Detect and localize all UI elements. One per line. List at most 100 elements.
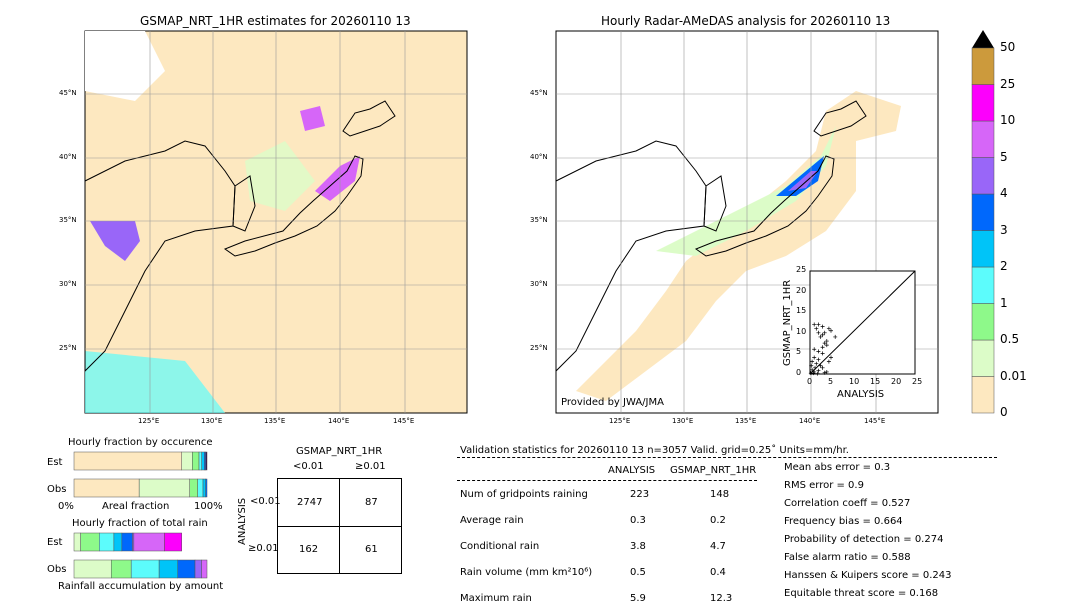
rain-obs-label: Obs bbox=[47, 564, 67, 575]
score-line: Probability of detection = 0.274 bbox=[784, 534, 944, 545]
scatter-point bbox=[822, 370, 827, 375]
scatter-xlabel: ANALYSIS bbox=[837, 389, 885, 400]
rain-bars bbox=[73, 532, 208, 579]
scatter-ylabel: GSMAP_NRT_1HR bbox=[782, 279, 793, 366]
scatter-ytick: 20 bbox=[796, 285, 807, 295]
colorbar-label: 5 bbox=[1000, 149, 1008, 164]
bar-segment-obs bbox=[138, 478, 190, 498]
scatter-point bbox=[814, 361, 819, 366]
rain-region bbox=[85, 351, 225, 413]
score-line: Mean abs error = 0.3 bbox=[784, 462, 891, 473]
bar-segment-est bbox=[73, 532, 81, 552]
score-line: Hanssen & Kuipers score = 0.243 bbox=[784, 570, 952, 581]
rain-title: Hourly fraction of total rain bbox=[72, 518, 208, 529]
bar-segment-est bbox=[133, 532, 165, 552]
scatter-xtick: 25 bbox=[912, 377, 923, 386]
colorbar-segment bbox=[971, 303, 995, 341]
no-data-region bbox=[85, 31, 165, 101]
map-radar bbox=[555, 30, 939, 414]
score-line: Frequency bias = 0.664 bbox=[784, 516, 903, 527]
scatter-ytick: 10 bbox=[796, 326, 807, 336]
stats-header: Validation statistics for 20260110 13 n=… bbox=[460, 445, 849, 456]
map-xtick: 125°E bbox=[609, 417, 631, 425]
occ-xlabel: Areal fraction bbox=[102, 501, 170, 512]
stats-analysis-value: 0.5 bbox=[630, 567, 646, 578]
coastline bbox=[703, 175, 727, 232]
stats-row-label: Rain volume (mm km²10⁶) bbox=[460, 567, 593, 578]
bar-segment-obs bbox=[110, 559, 132, 579]
contingency-row1: <0.01 bbox=[250, 496, 281, 507]
stats-analysis-value: 5.9 bbox=[630, 593, 646, 604]
cell-d: 61 bbox=[365, 544, 378, 555]
bar-segment-est bbox=[99, 532, 115, 552]
colorbar-segment bbox=[971, 193, 995, 231]
scatter-point bbox=[833, 334, 838, 339]
map-ytick: 45°N bbox=[530, 89, 548, 97]
scatter-point bbox=[826, 326, 831, 331]
bar-segment-obs bbox=[201, 559, 208, 579]
scatter-point bbox=[814, 326, 819, 331]
bar-segment-obs bbox=[130, 559, 160, 579]
contingency-row2: ≥0.01 bbox=[248, 543, 279, 554]
colorbar-extend-arrow bbox=[972, 30, 994, 48]
bar-segment-est bbox=[121, 532, 133, 552]
colorbar-label: 50 bbox=[1000, 40, 1016, 54]
scatter-point bbox=[818, 363, 823, 368]
stats-row-label: Average rain bbox=[460, 515, 524, 526]
cell-a: 2747 bbox=[297, 497, 323, 508]
colorbar-segment bbox=[971, 157, 995, 195]
scatter-point bbox=[824, 339, 829, 344]
scatter-xtick: 10 bbox=[849, 377, 860, 386]
scatter-point bbox=[816, 322, 821, 327]
scatter-point bbox=[812, 347, 817, 352]
stats-analysis-value: 0.3 bbox=[630, 515, 646, 526]
cell-b: 87 bbox=[365, 497, 378, 508]
score-line: Equitable threat score = 0.168 bbox=[784, 588, 939, 599]
map-ytick: 40°N bbox=[59, 153, 77, 161]
bar-segment-est bbox=[205, 451, 208, 471]
scatter-point bbox=[820, 324, 825, 329]
bar-segment-obs bbox=[205, 478, 208, 498]
map-xtick: 145°E bbox=[393, 417, 415, 425]
bar-segment-est bbox=[113, 532, 123, 552]
scatter-point bbox=[824, 343, 829, 348]
scatter-ytick: 15 bbox=[796, 306, 807, 316]
colorbar-segment bbox=[971, 120, 995, 158]
coastline bbox=[813, 100, 867, 137]
scatter-point bbox=[816, 330, 821, 335]
bar-segment-est bbox=[73, 451, 182, 471]
map-ytick: 30°N bbox=[530, 280, 548, 288]
scatter-point bbox=[822, 330, 827, 335]
rain-est-label: Est bbox=[47, 537, 63, 548]
occurrence-title: Hourly fraction by occurence bbox=[68, 437, 213, 448]
map-xtick: 140°E bbox=[328, 417, 350, 425]
colorbar-label: 10 bbox=[1000, 113, 1016, 127]
colorbar-label: 0.5 bbox=[1000, 332, 1020, 346]
map2-title: Hourly Radar-AMeDAS analysis for 2026011… bbox=[601, 14, 891, 28]
occurrence-bars bbox=[73, 451, 208, 498]
scatter-ytick: 5 bbox=[796, 347, 802, 357]
map-xtick: 125°E bbox=[138, 417, 160, 425]
colorbar-label: 0 bbox=[1000, 405, 1008, 419]
scatter-point bbox=[812, 355, 817, 360]
colorbar-label: 4 bbox=[1000, 186, 1008, 200]
colorbar-label: 25 bbox=[1000, 76, 1016, 91]
scatter-point bbox=[820, 332, 825, 337]
map1-title: GSMAP_NRT_1HR estimates for 20260110 13 bbox=[140, 14, 411, 28]
stats-row-label: Num of gridpoints raining bbox=[460, 489, 588, 500]
map-xtick: 135°E bbox=[264, 417, 286, 425]
scatter-plot bbox=[808, 270, 916, 376]
map-xtick: 140°E bbox=[799, 417, 821, 425]
map-ytick: 45°N bbox=[59, 89, 77, 97]
provider-note: Provided by JWA/JMA bbox=[561, 397, 664, 408]
stats-analysis-value: 223 bbox=[630, 489, 650, 500]
scatter-xtick: 15 bbox=[870, 377, 881, 386]
bar-segment-est bbox=[164, 532, 182, 552]
coastline bbox=[223, 155, 364, 257]
contingency-col1: <0.01 bbox=[293, 461, 324, 472]
coastline bbox=[342, 100, 396, 137]
map-ytick: 40°N bbox=[530, 153, 548, 161]
bar-segment-obs bbox=[73, 478, 140, 498]
map-ytick: 30°N bbox=[59, 280, 77, 288]
